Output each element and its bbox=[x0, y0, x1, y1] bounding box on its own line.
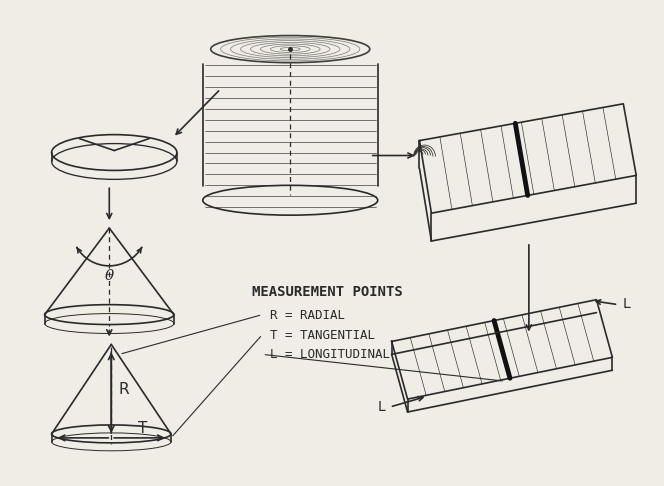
Text: R = RADIAL: R = RADIAL bbox=[270, 309, 345, 322]
Text: T = TANGENTIAL: T = TANGENTIAL bbox=[270, 329, 375, 342]
Text: L: L bbox=[622, 296, 630, 311]
Text: θ: θ bbox=[105, 269, 114, 283]
Text: MEASUREMENT POINTS: MEASUREMENT POINTS bbox=[252, 285, 403, 299]
Text: R: R bbox=[118, 382, 129, 397]
Text: T: T bbox=[138, 421, 148, 436]
Text: L = LONGITUDINAL: L = LONGITUDINAL bbox=[270, 348, 390, 362]
Text: L: L bbox=[378, 400, 386, 414]
